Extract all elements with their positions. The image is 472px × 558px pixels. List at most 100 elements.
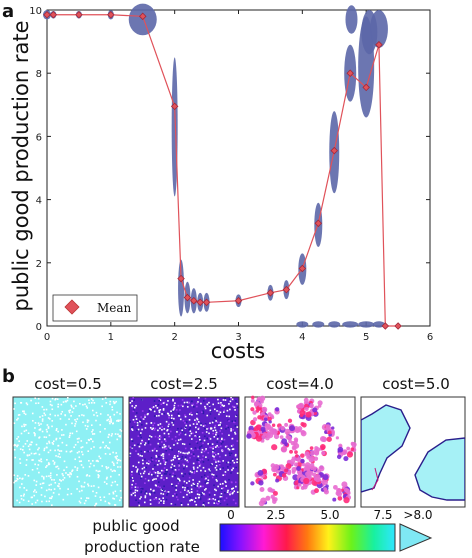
snapshot-texture-dot (129, 490, 132, 492)
snapshot-texture-dot (149, 503, 152, 505)
snapshot-texture-dot (134, 415, 137, 418)
snapshot-texture-dot (180, 504, 183, 506)
snapshot-texture-dot (112, 462, 115, 465)
snapshot-texture-dot (57, 444, 60, 447)
snapshot-texture-dot (213, 453, 216, 456)
snapshot-texture-dot (212, 474, 215, 476)
snapshot-texture-dot (198, 496, 200, 499)
snapshot-texture-dot (234, 425, 237, 427)
snapshot-texture-dot (214, 459, 217, 462)
snapshot-texture-dot (184, 458, 187, 461)
snapshot-texture-dot (158, 399, 160, 402)
snapshot-texture-dot (204, 405, 206, 408)
snapshot-texture-dot (151, 460, 153, 462)
snapshot-texture-dot (158, 435, 161, 437)
snapshot-texture-dot (203, 474, 206, 476)
snapshot-texture-dot (227, 447, 230, 450)
snapshot-texture-dot (72, 407, 75, 410)
snapshot-texture-dot (209, 413, 212, 415)
snapshot-texture-dot (108, 433, 110, 436)
snapshot-texture-dot (98, 475, 100, 477)
snapshot-texture-dot (182, 496, 185, 498)
snapshot-texture-dot (60, 450, 63, 452)
snapshot-texture-dot (61, 441, 64, 444)
snapshot-texture-dot (55, 429, 58, 432)
snapshot-texture-dot (69, 432, 72, 435)
snapshot-texture-dot (139, 434, 142, 436)
snapshot-texture-dot (216, 438, 219, 440)
snapshot-texture-dot (93, 446, 95, 448)
snapshot-texture-dot (177, 479, 179, 481)
snapshot-texture-dot (234, 409, 236, 411)
snapshot-texture-dot (138, 473, 141, 475)
snapshot-texture-dot (155, 459, 158, 462)
snapshot-texture-dot (96, 415, 99, 417)
snapshot-texture-dot (150, 436, 153, 438)
snapshot-texture-dot (143, 442, 146, 445)
snapshot-texture-dot (81, 489, 83, 492)
snapshot-texture-dot (228, 478, 230, 481)
snapshot-texture-dot (163, 436, 166, 439)
snapshot-texture-dot (95, 469, 98, 472)
snapshot-texture-dot (197, 448, 199, 451)
snapshot-texture-dot (174, 456, 176, 459)
y-tick-label: 10 (29, 6, 42, 17)
snapshot-texture-dot (131, 446, 134, 448)
snapshot-texture-dot (309, 450, 315, 457)
snapshot-texture-dot (192, 466, 195, 469)
snapshot-texture-dot (215, 420, 217, 422)
snapshot-texture-dot (119, 466, 122, 468)
snapshot-texture-dot (325, 484, 329, 488)
snapshot-texture-dot (320, 445, 326, 451)
snapshot-texture-dot (25, 429, 28, 432)
snapshot-texture-dot (161, 488, 164, 491)
snapshot-texture-dot (234, 406, 237, 409)
snapshot-texture-dot (207, 427, 210, 430)
mean-point (362, 83, 370, 92)
snapshot-texture-dot (76, 475, 79, 478)
colorbar-gradient (219, 523, 396, 552)
snapshot-texture-dot (166, 470, 168, 473)
snapshot-texture-dot (306, 470, 313, 477)
snapshot-texture-dot (141, 488, 144, 490)
snapshot-texture-dot (133, 409, 135, 411)
snapshot-texture-dot (68, 411, 71, 414)
snapshot-texture-dot (198, 460, 200, 463)
snapshot-texture-dot (221, 441, 224, 443)
snapshot-texture-dot (140, 487, 142, 490)
snapshot-texture-dot (350, 441, 355, 446)
snapshot-texture-dot (26, 454, 29, 457)
snapshot-texture-dot (312, 407, 318, 413)
snapshot-texture-dot (223, 409, 226, 412)
snapshot-texture-dot (45, 489, 48, 492)
snapshot-texture-dot (14, 402, 16, 405)
snapshot-texture-dot (194, 435, 197, 437)
snapshot-texture-dot (51, 404, 53, 407)
snapshot-texture-dot (132, 494, 135, 496)
snapshot-texture-dot (231, 492, 234, 495)
snapshot-texture-dot (144, 443, 146, 446)
snapshot-texture-dot (154, 471, 157, 474)
snapshot-texture-dot (14, 444, 17, 447)
snapshot-texture-dot (132, 479, 134, 482)
snapshot-texture-dot (212, 449, 215, 452)
snapshot-texture-dot (132, 492, 135, 495)
snapshot-texture-dot (221, 487, 223, 490)
snapshot-texture-dot (178, 433, 181, 436)
snapshot-texture-dot (149, 493, 151, 496)
snapshot-texture-dot (43, 408, 45, 411)
snapshot-texture-dot (168, 416, 170, 419)
snapshot-texture-dot (174, 486, 177, 489)
snapshot-texture-dot (141, 428, 143, 431)
snapshot-texture-dot (74, 425, 76, 427)
snapshot-texture-dot (34, 463, 36, 466)
snapshot-texture-dot (194, 500, 196, 503)
snapshot-texture-dot (69, 409, 72, 411)
snapshot-texture-dot (167, 422, 170, 425)
snapshot-texture-dot (49, 403, 52, 406)
snapshot-texture-dot (196, 411, 199, 414)
snapshot-texture-dot (222, 405, 225, 407)
snapshot-texture-dot (224, 454, 227, 457)
snapshot-texture-dot (228, 434, 230, 437)
snapshot-texture-dot (272, 472, 277, 477)
